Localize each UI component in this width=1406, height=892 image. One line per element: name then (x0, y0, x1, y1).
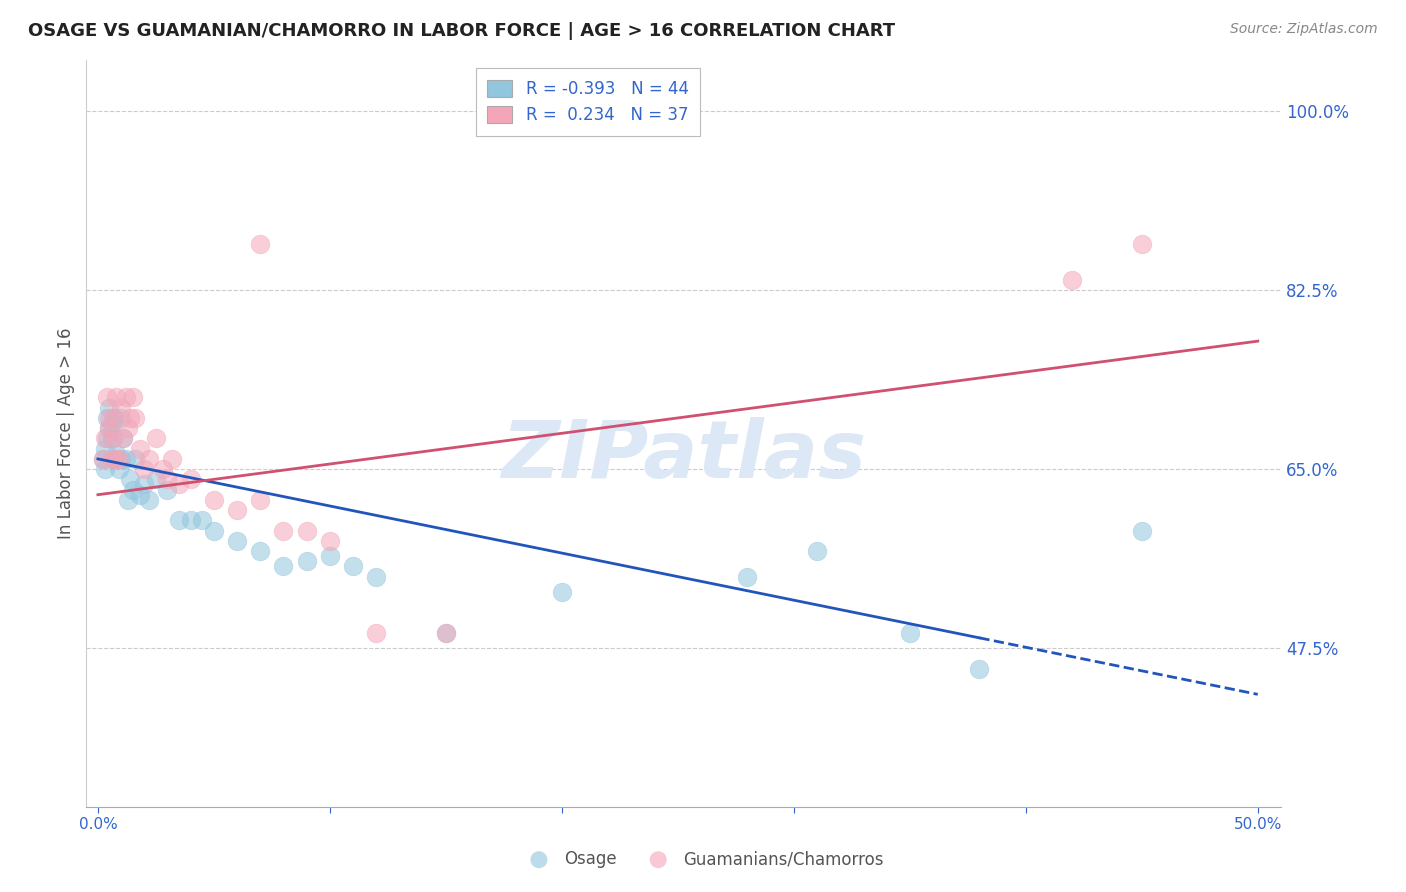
Point (120, 472, 142, 486)
Point (105, 451, 128, 466)
Point (898, 626, 921, 640)
Point (273, 559, 295, 574)
Text: OSAGE VS GUAMANIAN/CHAMORRO IN LABOR FORCE | AGE > 16 CORRELATION CHART: OSAGE VS GUAMANIAN/CHAMORRO IN LABOR FOR… (28, 22, 896, 40)
Point (128, 488, 150, 502)
Point (249, 492, 271, 507)
Point (249, 544, 271, 558)
Point (226, 533, 249, 548)
Point (103, 411, 125, 425)
Point (145, 431, 167, 445)
Point (1062, 273, 1084, 287)
Point (156, 483, 179, 497)
Point (366, 626, 388, 640)
Point (434, 626, 457, 640)
Point (103, 411, 125, 425)
Point (110, 451, 132, 466)
Point (202, 492, 225, 507)
Point (434, 626, 457, 640)
Point (101, 416, 124, 430)
Point (1130, 236, 1153, 251)
Point (138, 492, 160, 507)
Point (98, 401, 121, 415)
Point (138, 451, 160, 466)
Legend: Osage, Guamanians/Chamorros: Osage, Guamanians/Chamorros (516, 844, 890, 875)
Point (94, 462, 117, 476)
Point (107, 451, 129, 466)
Point (145, 472, 167, 486)
Point (117, 421, 139, 435)
Point (167, 513, 190, 527)
Point (191, 513, 214, 527)
Point (94, 431, 117, 445)
Point (107, 462, 129, 476)
Point (101, 451, 124, 466)
Point (96, 411, 118, 425)
Point (319, 549, 342, 563)
Text: ZIPatlas: ZIPatlas (501, 417, 866, 495)
Point (180, 513, 202, 527)
Point (156, 472, 179, 486)
Point (249, 236, 271, 251)
Y-axis label: In Labor Force | Age > 16: In Labor Force | Age > 16 (58, 327, 75, 539)
Point (105, 447, 128, 461)
Point (319, 533, 342, 548)
Point (112, 431, 135, 445)
Point (202, 524, 225, 538)
Point (96, 391, 118, 405)
Point (110, 411, 132, 425)
Point (295, 524, 318, 538)
Point (1130, 524, 1153, 538)
Point (969, 662, 991, 676)
Point (110, 401, 132, 415)
Point (160, 451, 183, 466)
Point (167, 477, 190, 491)
Point (114, 391, 136, 405)
Point (295, 554, 318, 568)
Point (737, 569, 759, 583)
Point (551, 585, 574, 599)
Point (94, 442, 117, 456)
Point (117, 492, 139, 507)
Point (101, 431, 124, 445)
Point (366, 569, 388, 583)
Point (124, 411, 146, 425)
Point (128, 442, 150, 456)
Point (134, 477, 156, 491)
Point (226, 503, 249, 517)
Point (134, 462, 156, 476)
Point (91, 451, 114, 466)
Point (103, 451, 125, 466)
Point (180, 472, 202, 486)
Point (273, 524, 295, 538)
Point (152, 462, 174, 476)
Point (112, 431, 135, 445)
Point (121, 483, 143, 497)
Point (98, 421, 121, 435)
Point (124, 451, 146, 466)
Point (342, 559, 364, 574)
Text: Source: ZipAtlas.com: Source: ZipAtlas.com (1230, 22, 1378, 37)
Point (98, 411, 121, 425)
Point (91, 451, 114, 466)
Point (105, 391, 128, 405)
Point (121, 391, 143, 405)
Legend: R = -0.393   N = 44, R =  0.234   N = 37: R = -0.393 N = 44, R = 0.234 N = 37 (475, 68, 700, 136)
Point (120, 411, 142, 425)
Point (806, 544, 828, 558)
Point (96, 431, 118, 445)
Point (114, 451, 136, 466)
Point (103, 431, 125, 445)
Point (98, 421, 121, 435)
